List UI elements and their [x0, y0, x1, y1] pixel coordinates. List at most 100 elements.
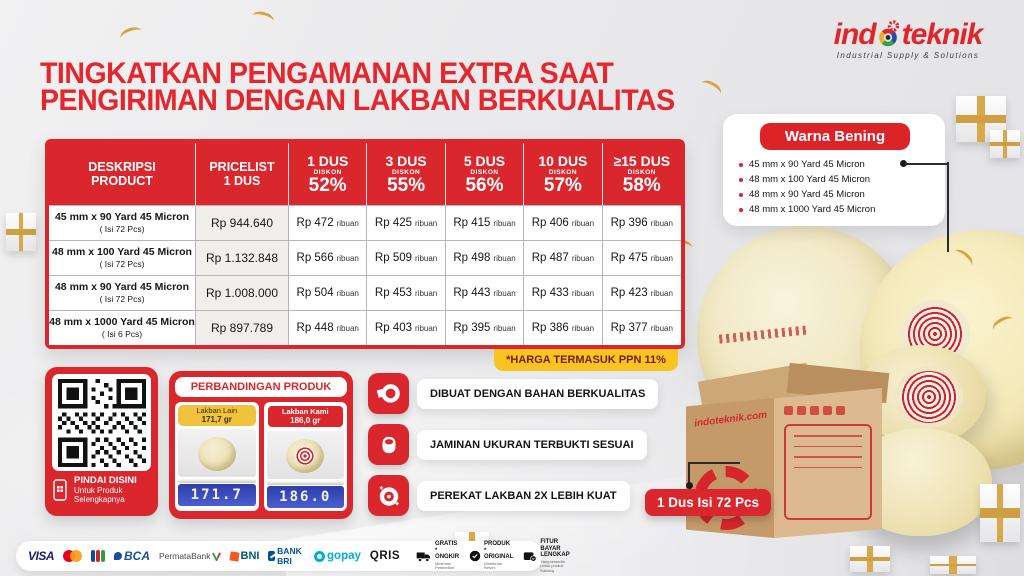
tape-roll-icon	[368, 373, 409, 414]
callout-dot	[685, 482, 693, 489]
bullet-dot	[739, 207, 743, 212]
price-cell: Rp 453 ribuan	[367, 275, 446, 310]
list-item: 48 mm x 100 Yard 45 Micron	[735, 172, 935, 187]
product-name-cell: 48 mm x 1000 Yard 45 Micron( Isi 6 Pcs)	[49, 310, 196, 345]
mastercard-logo	[63, 550, 83, 562]
price-cell: Rp 566 ribuan	[289, 240, 368, 275]
header-diskon-15dus: ≥15 DUS DISKON 58%	[613, 152, 671, 196]
headline-line2: PENGIRIMAN DENGAN LAKBAN BERKUALITAS	[40, 84, 675, 117]
bri-icon	[268, 551, 276, 561]
comparison-right: Lakban Kami 186,0 gr 186.0	[263, 402, 347, 511]
tape-roll-photo	[286, 438, 325, 473]
header-deskripsi: DESKRIPSI PRODUCT	[49, 143, 196, 205]
comparison-card: PERBANDINGAN PRODUK Lakban Lain 171,7 gr …	[169, 371, 353, 519]
tape-roll-icon	[368, 424, 409, 465]
bca-logo: BCA	[114, 549, 150, 563]
price-cell: Rp 443 ribuan	[445, 275, 525, 310]
bullet-dot	[739, 162, 743, 167]
qr-cta-sub: Selengkapnya	[74, 495, 125, 504]
footer-bar: VISA BCA PermataBank BNI BANK BRI gopay …	[16, 539, 570, 572]
scale-lcd: 186.0	[266, 486, 344, 508]
gift-box	[990, 130, 1020, 158]
callout-line	[905, 162, 949, 165]
pricelist-cell: Rp 897.789	[196, 310, 289, 345]
feature-list: DIBUAT DENGAN BAHAN BERKUALITAS JAMINAN …	[368, 373, 659, 526]
bca-icon	[114, 552, 123, 560]
feature-label: JAMINAN UKURAN TERBUKTI SESUAI	[417, 429, 647, 460]
badge-gratis-ongkir: GRATIS * ONGKIR Minimum Pembelian	[416, 541, 459, 571]
confetti	[250, 9, 276, 28]
header-diskon-5dus: 5 DUS DISKON 56%	[446, 143, 525, 205]
bni-logo: BNI	[228, 550, 259, 562]
comparison-right-photo	[266, 431, 344, 479]
box-flap	[786, 362, 890, 404]
header-pricelist: PRICELIST 1 DUS	[196, 143, 289, 205]
header-diskon-3dus: 3 DUS DISKON 55%	[367, 143, 446, 205]
visa-logo: VISA	[28, 549, 55, 563]
gift-box	[930, 556, 976, 574]
table-row: 45 mm x 90 Yard 45 Micron( Isi 72 Pcs) R…	[49, 205, 681, 240]
check-rosette-icon	[469, 550, 481, 562]
tape-roll-small-tilted	[858, 345, 986, 445]
bullet-dot	[739, 177, 743, 182]
price-cell: Rp 396 ribuan	[602, 205, 681, 240]
confetti	[118, 24, 144, 45]
bni-icon	[228, 550, 240, 562]
price-cell: Rp 475 ribuan	[602, 240, 681, 275]
gift-box	[6, 213, 36, 251]
footer-badges: GRATIS * ONGKIR Minimum Pembelian PRODUK *…	[416, 539, 570, 573]
price-cell: Rp 448 ribuan	[289, 310, 368, 345]
qr-caption: PINDAI DISINI Untuk Produk Selengkapnya	[51, 476, 154, 504]
price-cell: Rp 472 ribuan	[289, 205, 368, 240]
table-row: 48 mm x 100 Yard 45 Micron( Isi 72 Pcs) …	[49, 240, 681, 275]
callout-line	[688, 462, 690, 484]
feature-label: DIBUAT DENGAN BAHAN BERKUALITAS	[417, 378, 659, 409]
price-cell: Rp 406 ribuan	[524, 205, 603, 240]
comparison-right-badge: Lakban Kami 186,0 gr	[266, 405, 344, 428]
bri-logo: BANK BRI	[268, 546, 305, 566]
price-cell: Rp 509 ribuan	[367, 240, 446, 275]
callout-dot	[900, 160, 907, 167]
pricelist-cell: Rp 944.640	[196, 205, 289, 240]
comparison-left-photo	[178, 429, 256, 477]
qris-logo: QRIS	[369, 550, 401, 562]
table-row: 48 mm x 1000 Yard 45 Micron( Isi 6 Pcs) …	[49, 310, 681, 345]
gift-box	[850, 546, 890, 572]
price-cell: Rp 504 ribuan	[289, 275, 368, 310]
confetti	[950, 246, 976, 271]
list-item: 48 mm x 90 Yard 45 Micron	[735, 187, 935, 202]
brand-logo: ind teknik Industrial Supply & Solutions	[808, 20, 1008, 61]
feature-row: JAMINAN UKURAN TERBUKTI SESUAI	[368, 424, 658, 465]
tape-roll-core	[895, 366, 963, 428]
list-item: 48 mm x 1000 Yard 45 Micron	[735, 202, 935, 217]
ppn-note-badge: *HARGA TERMASUK PPN 11%	[494, 349, 678, 371]
price-cell: Rp 386 ribuan	[524, 310, 603, 345]
price-cell: Rp 487 ribuan	[524, 240, 603, 275]
badge-produk-original: PRODUK * ORIGINAL Distributor Resmi	[469, 541, 513, 571]
qr-code	[52, 374, 151, 471]
product-name-cell: 48 mm x 90 Yard 45 Micron( Isi 72 Pcs)	[49, 275, 196, 310]
product-name-cell: 45 mm x 90 Yard 45 Micron( Isi 72 Pcs)	[49, 205, 196, 240]
price-cell: Rp 498 ribuan	[445, 240, 525, 275]
qr-cta-sub: Untuk Produk	[74, 486, 123, 495]
qr-cta-title: PINDAI DISINI	[74, 475, 137, 486]
scale-lcd: 171.7	[178, 484, 256, 506]
header-diskon-1dus: 1 DUS DISKON 52%	[289, 143, 368, 205]
price-cell: Rp 423 ribuan	[602, 275, 681, 310]
payment-logos: VISA BCA PermataBank BNI BANK BRI gopay …	[28, 546, 400, 566]
tape-roll-core	[900, 300, 970, 368]
qr-code-image	[57, 378, 146, 467]
feature-row: DIBUAT DENGAN BAHAN BERKUALITAS	[368, 373, 659, 414]
scale-platform	[178, 479, 256, 483]
confetti	[698, 77, 724, 100]
price-cell: Rp 433 ribuan	[524, 275, 603, 310]
pricelist-cell: Rp 1.008.000	[196, 275, 289, 310]
price-table: DESKRIPSI PRODUCT PRICELIST 1 DUS 1 DUS DIS…	[45, 139, 685, 349]
gear-icon	[878, 20, 899, 47]
gopay-icon	[314, 550, 326, 562]
badge-fitur-bayar: FITUR BAYAR LENGKAP Yang tersedia untuk pr…	[523, 539, 570, 573]
box-handling-icons	[784, 406, 845, 415]
headline-line1: TINGKATKAN PENGAMANAN EXTRA SAAT	[40, 57, 614, 90]
qr-card[interactable]: PINDAI DISINI Untuk Produk Selengkapnya	[45, 367, 158, 516]
